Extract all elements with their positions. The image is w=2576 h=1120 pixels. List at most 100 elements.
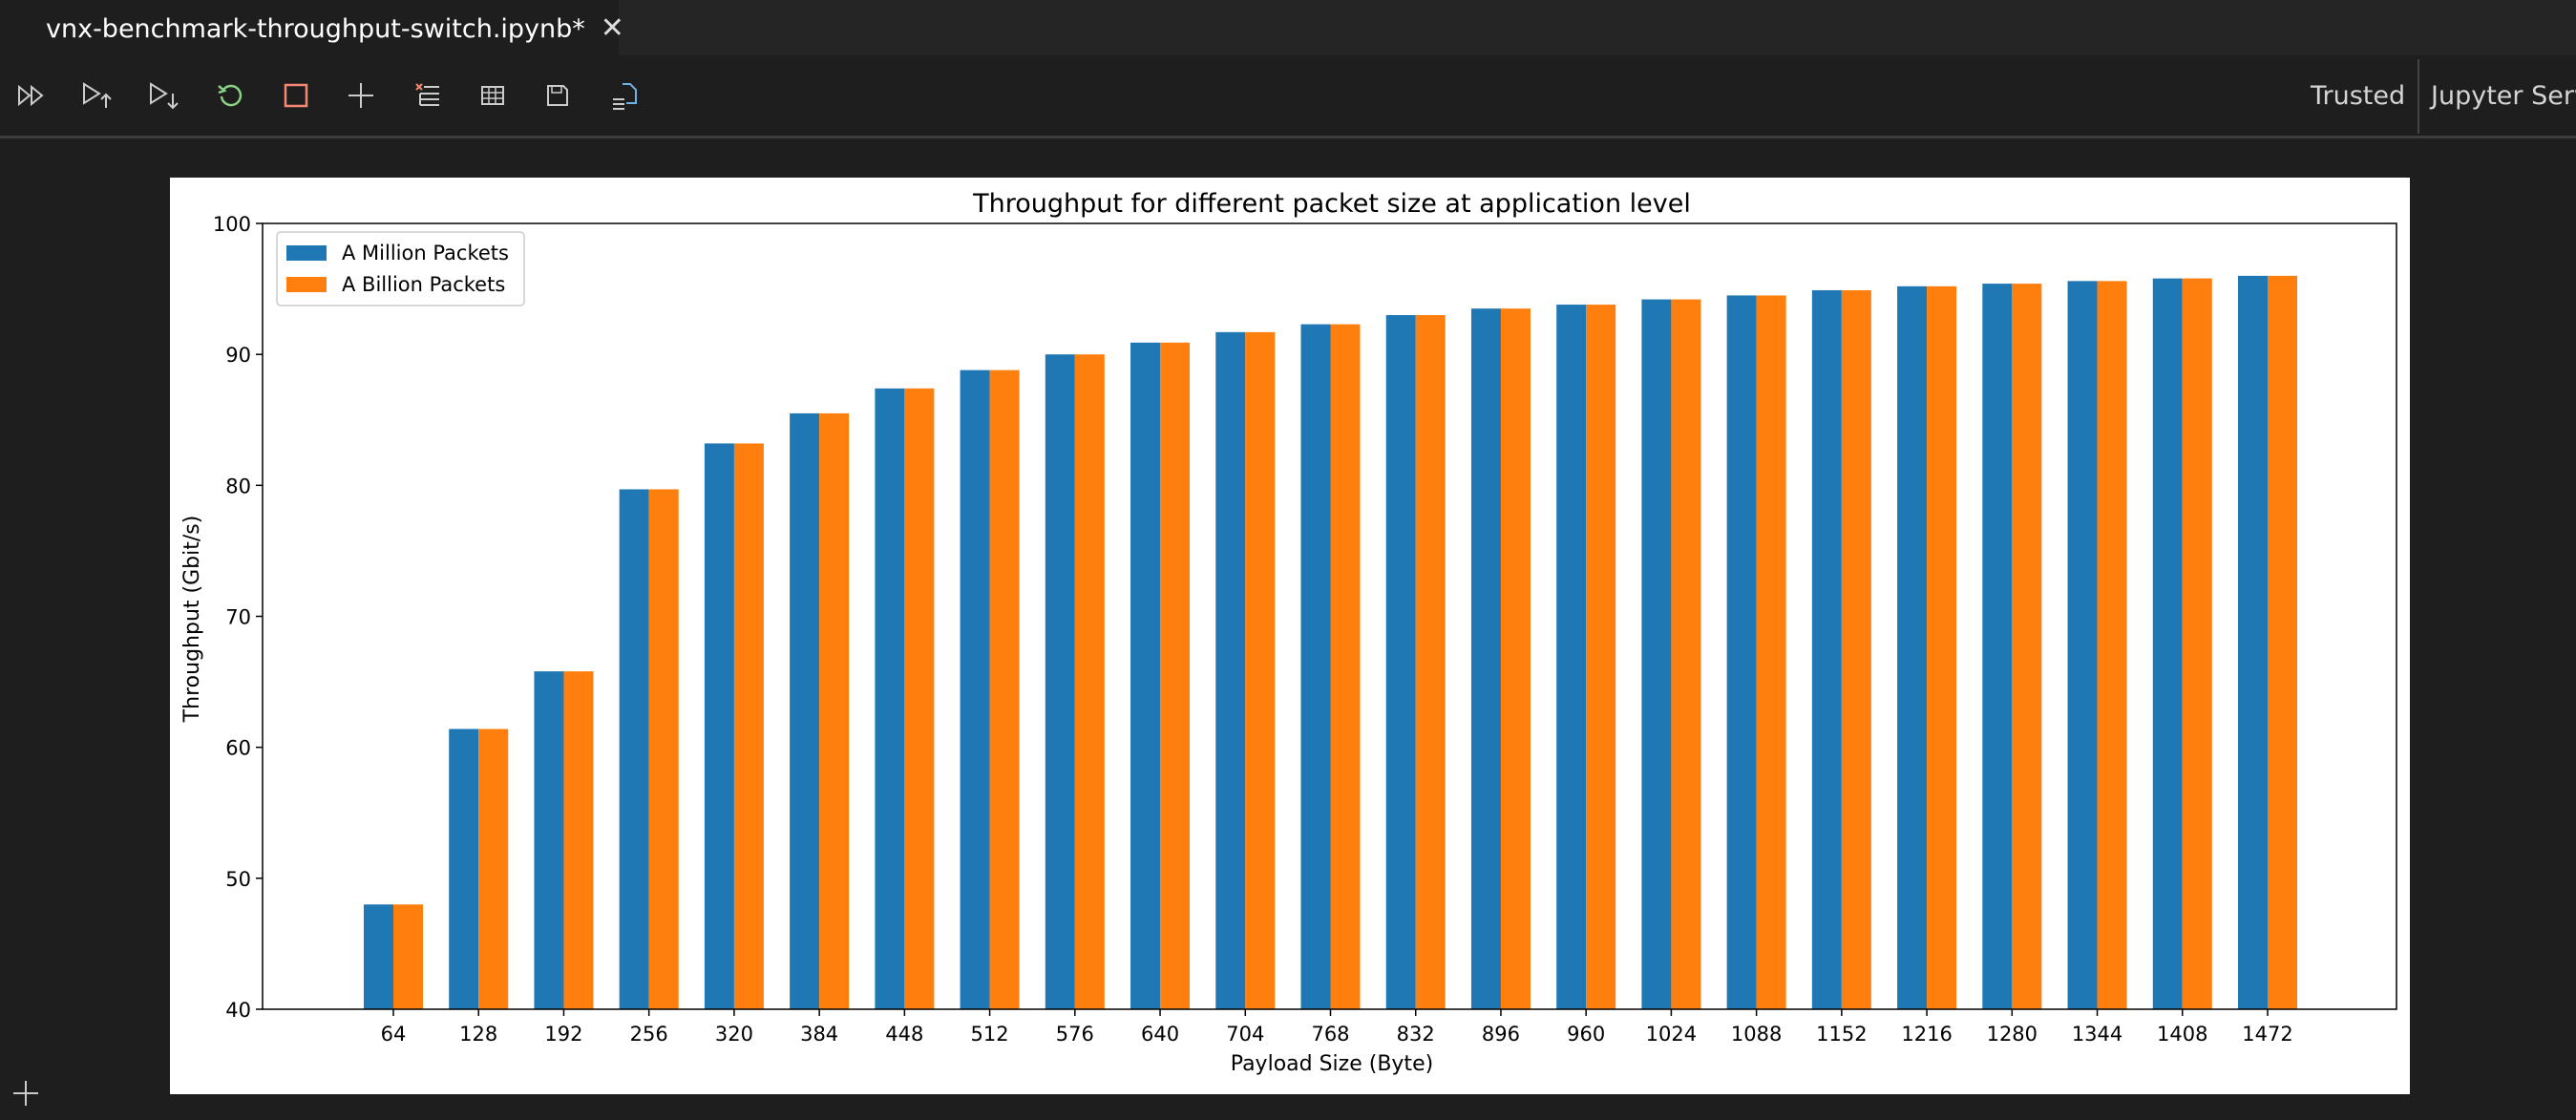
bar-billion-512 [989, 370, 1020, 1009]
bar-million-1344 [2067, 281, 2098, 1009]
bar-billion-1088 [1756, 295, 1786, 1009]
bar-million-576 [1045, 354, 1075, 1009]
x-tick-label: 576 [1056, 1023, 1094, 1046]
bar-million-832 [1385, 315, 1416, 1009]
y-tick-label: 60 [225, 737, 251, 760]
variables-icon[interactable] [472, 74, 514, 116]
bar-billion-128 [478, 729, 509, 1009]
add-cell-button[interactable] [11, 1079, 40, 1108]
bar-million-256 [619, 489, 649, 1009]
bar-billion-704 [1245, 331, 1276, 1009]
y-tick-label: 50 [225, 868, 251, 891]
bar-billion-1024 [1671, 299, 1701, 1010]
jupyter-server-status[interactable]: Jupyter Serve [2431, 80, 2576, 111]
x-tick-label: 1088 [1731, 1023, 1782, 1046]
bar-million-64 [364, 904, 393, 1009]
bar-million-960 [1556, 305, 1587, 1009]
x-tick-label: 1344 [2072, 1023, 2122, 1046]
x-tick-label: 1280 [1987, 1023, 2038, 1046]
x-tick-label: 192 [544, 1023, 582, 1046]
throughput-chart: Throughput for different packet size at … [180, 189, 2397, 1076]
chart-title: Throughput for different packet size at … [972, 189, 1691, 219]
bar-million-448 [875, 388, 905, 1009]
tab-bar: vnx-benchmark-throughput-switch.ipynb* ✕ [0, 0, 2576, 55]
x-tick-label: 896 [1482, 1023, 1520, 1046]
bar-billion-640 [1160, 342, 1191, 1009]
y-tick-label: 90 [225, 344, 251, 367]
legend-swatch-billion [286, 277, 327, 292]
trusted-status[interactable]: Trusted [2311, 80, 2406, 111]
notebook-toolbar: Trusted Jupyter Serve [0, 55, 2576, 138]
bar-million-128 [449, 729, 479, 1009]
bar-million-704 [1215, 331, 1246, 1009]
y-tick-label: 100 [213, 213, 251, 236]
x-tick-label: 832 [1397, 1023, 1435, 1046]
bar-billion-1280 [2012, 284, 2042, 1009]
x-axis-label: Payload Size (Byte) [1231, 1052, 1433, 1076]
x-tick-label: 128 [459, 1023, 497, 1046]
legend-label-million: A Million Packets [342, 242, 509, 264]
y-tick-label: 70 [225, 606, 251, 629]
bar-billion-1216 [1927, 285, 1957, 1010]
restart-kernel-icon[interactable] [210, 74, 252, 116]
bar-million-768 [1300, 324, 1331, 1009]
add-cell-icon[interactable] [340, 74, 382, 116]
run-below-icon[interactable] [143, 74, 185, 116]
bar-million-192 [534, 671, 564, 1009]
bar-billion-768 [1330, 324, 1361, 1009]
clear-outputs-icon[interactable] [407, 74, 449, 116]
x-tick-label: 64 [381, 1023, 407, 1046]
bar-billion-320 [733, 443, 764, 1009]
bar-million-1216 [1897, 285, 1928, 1010]
export-icon[interactable] [603, 74, 645, 116]
y-tick-label: 80 [225, 475, 251, 497]
y-axis-label: Throughput (Gbit/s) [180, 516, 204, 724]
x-tick-label: 704 [1226, 1023, 1264, 1046]
bar-million-1280 [1982, 284, 2013, 1009]
bar-million-896 [1470, 308, 1501, 1009]
bar-billion-64 [393, 904, 423, 1009]
bar-billion-1152 [1841, 289, 1871, 1009]
x-tick-label: 448 [885, 1023, 923, 1046]
legend-swatch-million [286, 245, 327, 261]
bar-million-320 [704, 443, 734, 1009]
bar-million-512 [960, 370, 990, 1009]
x-tick-label: 1024 [1646, 1023, 1697, 1046]
bar-billion-832 [1415, 315, 1446, 1009]
bar-billion-1344 [2097, 281, 2127, 1009]
bar-billion-576 [1074, 354, 1105, 1009]
save-icon[interactable] [537, 74, 579, 116]
x-tick-label: 512 [971, 1023, 1009, 1046]
x-tick-label: 1152 [1816, 1023, 1867, 1046]
run-all-icon[interactable] [11, 74, 53, 116]
interrupt-kernel-icon[interactable] [275, 74, 317, 116]
bar-billion-896 [1500, 308, 1531, 1009]
legend-box [276, 231, 525, 306]
cell-output: Throughput for different packet size at … [170, 178, 2410, 1094]
bar-billion-192 [563, 671, 594, 1009]
bar-million-384 [790, 412, 820, 1009]
tab-title: vnx-benchmark-throughput-switch.ipynb* [46, 13, 585, 44]
bar-billion-448 [904, 388, 935, 1009]
x-tick-label: 320 [715, 1023, 753, 1046]
x-tick-label: 1472 [2242, 1023, 2292, 1046]
x-tick-label: 640 [1141, 1023, 1179, 1046]
close-icon[interactable]: ✕ [600, 11, 624, 45]
y-tick-label: 40 [225, 999, 251, 1022]
x-tick-label: 1408 [2157, 1023, 2207, 1046]
toolbar-divider [2418, 59, 2419, 134]
bar-billion-960 [1586, 305, 1616, 1009]
bar-billion-1472 [2268, 275, 2297, 1009]
notebook-tab[interactable]: vnx-benchmark-throughput-switch.ipynb* ✕ [0, 0, 624, 55]
run-above-icon[interactable] [76, 74, 118, 116]
x-tick-label: 1216 [1901, 1023, 1952, 1046]
x-tick-label: 384 [800, 1023, 838, 1046]
bar-billion-1408 [2182, 278, 2212, 1009]
x-tick-label: 256 [630, 1023, 668, 1046]
bar-million-1024 [1641, 299, 1672, 1010]
bar-billion-256 [648, 489, 679, 1009]
bar-million-1408 [2152, 278, 2183, 1009]
plus-icon [13, 1081, 38, 1106]
x-tick-label: 768 [1311, 1023, 1349, 1046]
legend-label-billion: A Billion Packets [342, 273, 505, 296]
